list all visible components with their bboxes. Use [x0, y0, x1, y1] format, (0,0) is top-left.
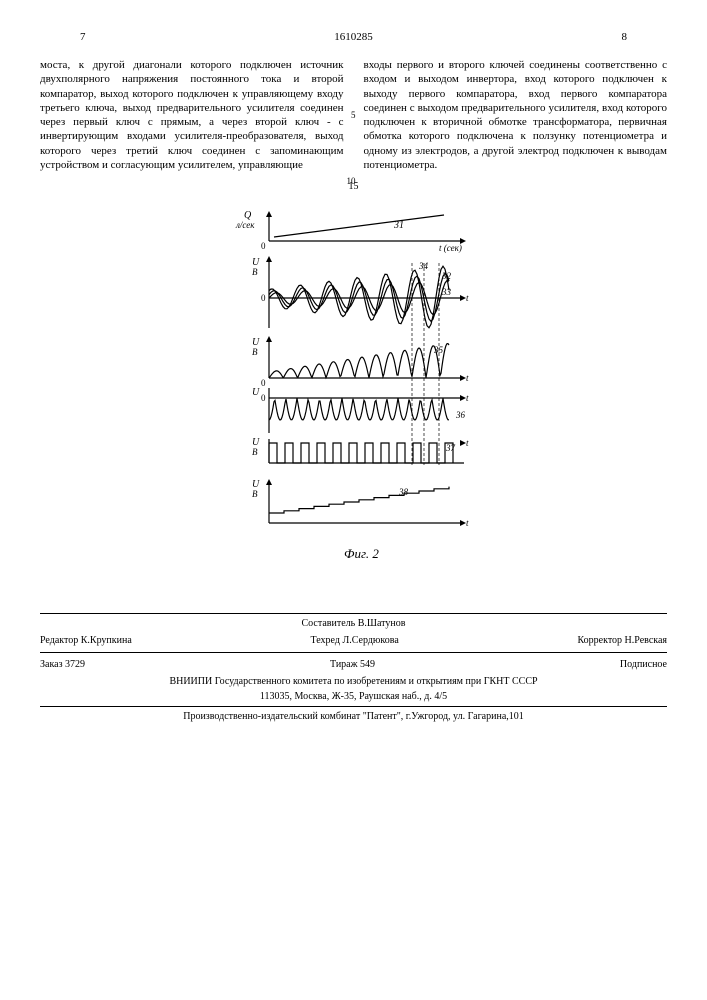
svg-text:t: t [466, 393, 469, 403]
svg-text:В: В [252, 347, 258, 357]
line-marker-5: 5 [351, 110, 356, 122]
tech-editor: Техред Л.Сердюкова [311, 633, 399, 648]
compiler-line: Составитель В.Шатунов [40, 616, 667, 631]
svg-text:0: 0 [261, 293, 266, 303]
column-text: входы первого и второго ключей соединены… [364, 59, 668, 171]
svg-text:0: 0 [261, 393, 266, 403]
waveform-diagram: Qл/сек0t (сек)31UВ0t343233UВ0t35U0t36UВt… [224, 203, 484, 583]
credits-row: Редактор К.Крупкина Техред Л.Сердюкова К… [40, 631, 667, 650]
divider [40, 613, 667, 614]
svg-text:38: 38 [398, 487, 409, 497]
divider [40, 706, 667, 707]
figure-2: Qл/сек0t (сек)31UВ0t343233UВ0t35U0t36UВt… [40, 203, 667, 583]
svg-text:U: U [252, 387, 260, 398]
svg-text:32: 32 [441, 271, 452, 281]
line-marker-10: 10 [347, 176, 356, 188]
column-text: моста, к другой диагонали которого подкл… [40, 59, 344, 171]
svg-text:В: В [252, 489, 258, 499]
document-number: 1610285 [334, 30, 373, 44]
svg-text:0: 0 [261, 241, 266, 251]
svg-text:36: 36 [455, 410, 466, 420]
corrector: Корректор Н.Ревская [577, 633, 667, 648]
editor: Редактор К.Крупкина [40, 633, 132, 648]
svg-text:34: 34 [418, 261, 429, 271]
svg-text:В: В [252, 447, 258, 457]
right-column: входы первого и второго ключей соединены… [364, 58, 668, 172]
svg-text:33: 33 [441, 287, 452, 297]
subscription: Подписное [620, 657, 667, 672]
svg-text:t: t [466, 373, 469, 383]
footer: Составитель В.Шатунов Редактор К.Крупкин… [40, 616, 667, 724]
organization: ВНИИПИ Государственного комитета по изоб… [40, 674, 667, 689]
svg-text:Фиг. 2: Фиг. 2 [344, 546, 379, 561]
order-number: Заказ 3729 [40, 657, 85, 672]
address-2: Производственно-издательский комбинат "П… [40, 709, 667, 724]
page-number-left: 7 [80, 30, 86, 44]
text-columns: моста, к другой диагонали которого подкл… [40, 58, 667, 172]
divider [40, 652, 667, 653]
svg-text:0: 0 [261, 378, 266, 388]
svg-text:t: t [466, 518, 469, 528]
address-1: 113035, Москва, Ж-35, Раушская наб., д. … [40, 689, 667, 704]
svg-text:t: t [466, 293, 469, 303]
svg-text:t: t [466, 438, 469, 448]
svg-text:В: В [252, 267, 258, 277]
svg-text:37: 37 [445, 443, 456, 453]
circulation: Тираж 549 [330, 657, 375, 672]
page-number-right: 8 [622, 30, 628, 44]
svg-text:35: 35 [433, 345, 444, 355]
svg-text:t (сек): t (сек) [439, 243, 462, 253]
svg-text:31: 31 [393, 220, 404, 231]
print-info-row: Заказ 3729 Тираж 549 Подписное [40, 655, 667, 674]
svg-text:л/сек: л/сек [235, 220, 255, 230]
left-column: моста, к другой диагонали которого подкл… [40, 58, 344, 172]
page-header: 7 1610285 8 [40, 30, 667, 50]
